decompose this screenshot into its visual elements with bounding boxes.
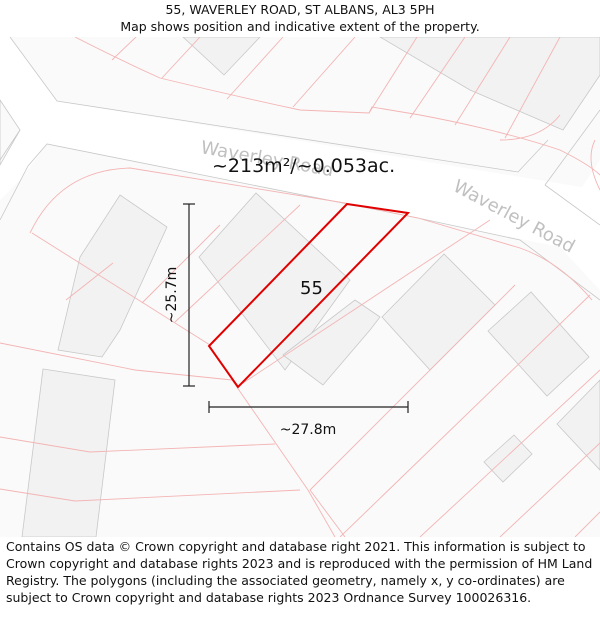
property-boundary[interactable]	[207, 202, 411, 389]
roads	[0, 37, 600, 290]
buildings	[21, 37, 600, 537]
property-map[interactable]: Waverley Road Waverley Road ~213m²/~0.05…	[0, 37, 600, 537]
plot-number-label: 55	[300, 278, 323, 299]
vertical-dimension-label: ~25.7m	[164, 267, 180, 324]
horizontal-dimension	[208, 401, 409, 413]
map-header: 55, WAVERLEY ROAD, ST ALBANS, AL3 5PH Ma…	[0, 0, 600, 37]
area-label: ~213m²/~0.053ac.	[212, 155, 395, 177]
map-subtitle: Map shows position and indicative extent…	[120, 19, 480, 34]
property-address-title: 55, WAVERLEY ROAD, ST ALBANS, AL3 5PH	[165, 2, 435, 17]
road-edges	[0, 37, 600, 301]
copyright-attribution: Contains OS data © Crown copyright and d…	[6, 539, 593, 605]
vertical-dimension	[183, 203, 195, 387]
parcel-boundaries	[0, 37, 600, 537]
horizontal-dimension-label: ~27.8m	[280, 422, 337, 438]
